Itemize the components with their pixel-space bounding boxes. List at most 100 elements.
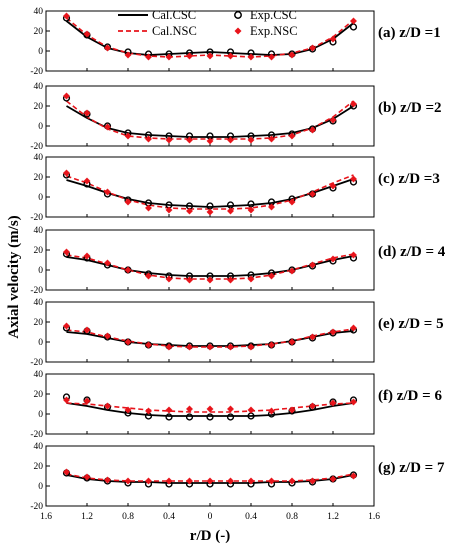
point-Exp.NSC — [124, 406, 132, 414]
point-Exp.NSC — [308, 402, 317, 410]
point-Exp.NSC — [226, 136, 235, 144]
series-line-Cal.CSC — [66, 105, 354, 138]
point-Exp.NSC — [329, 182, 337, 190]
y-tick-label: 20 — [34, 102, 44, 112]
point-Exp.NSC — [247, 343, 255, 351]
point-Exp.NSC — [226, 405, 235, 413]
x-tick-label: 1.2 — [327, 512, 339, 522]
point-Exp.NSC — [308, 477, 317, 485]
point-Exp.NSC — [103, 188, 112, 196]
point-Exp.NSC — [165, 206, 173, 214]
point-Exp.NSC — [124, 198, 132, 206]
point-Exp.NSC — [349, 251, 358, 259]
x-tick-label: 0.4 — [245, 512, 257, 522]
x-tick-label: 0.4 — [163, 512, 175, 522]
point-Exp.NSC — [185, 405, 194, 413]
point-Exp.NSC — [62, 92, 71, 100]
point-Exp.NSC — [165, 136, 173, 144]
point-Exp.NSC — [267, 341, 276, 349]
y-tick-label: -20 — [30, 358, 43, 368]
panel-2: -20 0 20 40 (b) z/D =2 — [30, 82, 441, 152]
point-Exp.NSC — [329, 475, 337, 483]
point-Exp.NSC — [329, 116, 337, 124]
point-Exp.NSC — [144, 477, 153, 485]
point-Exp.NSC — [62, 468, 71, 476]
legend-label: Cal.NSC — [152, 24, 197, 38]
point-Exp.NSC — [83, 109, 91, 117]
y-tick-label: 0 — [38, 122, 43, 132]
point-Exp.CSC — [185, 413, 194, 421]
point-Exp.NSC — [206, 477, 214, 485]
point-Exp.NSC — [247, 206, 255, 214]
point-Exp.NSC — [329, 35, 337, 43]
panel-label: (d) z/D = 4 — [378, 244, 446, 260]
panel-label: (g) z/D = 7 — [378, 460, 445, 476]
point-Exp.NSC — [349, 17, 358, 25]
point-Exp.NSC — [329, 399, 337, 407]
panel-label: (e) z/D = 5 — [378, 316, 444, 332]
y-tick-label: 40 — [34, 370, 44, 380]
y-tick-label: 0 — [38, 410, 43, 420]
legend-item-Exp.NSC: Exp.NSC — [234, 24, 298, 38]
point-Exp.NSC — [206, 137, 214, 145]
point-Exp.NSC — [308, 333, 317, 341]
x-tick-label: 0 — [208, 512, 213, 522]
x-tick-label: 0.8 — [122, 512, 134, 522]
legend-marker-swatch — [234, 11, 242, 19]
panel-frame — [45, 301, 375, 363]
point-Exp.NSC — [124, 477, 132, 485]
y-tick-label: 40 — [34, 298, 44, 308]
point-Exp.NSC — [267, 407, 276, 415]
panel-label: (c) z/D =3 — [378, 171, 440, 187]
panel-label: (a) z/D =1 — [378, 25, 441, 41]
y-tick-label: -20 — [30, 430, 43, 440]
y-tick-label: 40 — [34, 82, 44, 92]
legend-item-Exp.CSC: Exp.CSC — [234, 8, 297, 22]
point-Exp.NSC — [103, 259, 112, 267]
legend-item-Cal.CSC: Cal.CSC — [118, 8, 196, 22]
y-tick-label: 20 — [34, 173, 44, 183]
x-tick-label: 1.2 — [81, 512, 93, 522]
series-line-Cal.CSC — [66, 402, 354, 417]
legend-marker-swatch — [234, 27, 242, 35]
y-tick-label: 40 — [34, 442, 44, 452]
point-Exp.NSC — [62, 12, 71, 20]
point-Exp.NSC — [247, 406, 255, 414]
panel-7: -20 0 20 40 (g) z/D = 7 — [30, 442, 445, 512]
point-Exp.NSC — [103, 123, 112, 131]
point-Exp.NSC — [206, 208, 214, 216]
point-Exp.NSC — [267, 135, 276, 143]
point-Exp.NSC — [288, 198, 296, 206]
point-Exp.NSC — [144, 53, 153, 61]
point-Exp.NSC — [62, 248, 71, 256]
panel-5: -20 0 20 40 (e) z/D = 5 — [30, 298, 443, 368]
point-Exp.NSC — [144, 407, 153, 415]
legend: Cal.CSC Cal.NSC Exp.CSC Exp.NSC — [118, 8, 298, 38]
y-tick-label: 0 — [38, 338, 43, 348]
y-tick-label: -20 — [30, 142, 43, 152]
point-Exp.NSC — [226, 477, 235, 485]
point-Exp.NSC — [144, 341, 153, 349]
x-tick-label: 1.6 — [40, 512, 52, 522]
y-tick-label: -20 — [30, 502, 43, 512]
point-Exp.NSC — [83, 326, 91, 334]
point-Exp.CSC — [226, 413, 235, 421]
y-tick-label: -20 — [30, 67, 43, 77]
point-Exp.NSC — [83, 30, 91, 38]
panel-3: -20 0 20 40 (c) z/D =3 — [30, 153, 440, 223]
point-Exp.NSC — [165, 477, 173, 485]
panel-label: (b) z/D =2 — [378, 100, 442, 116]
point-Exp.NSC — [206, 276, 214, 284]
point-Exp.NSC — [288, 406, 296, 414]
point-Exp.NSC — [185, 52, 194, 60]
point-Exp.NSC — [83, 252, 91, 260]
point-Exp.NSC — [185, 207, 194, 215]
y-tick-label: 20 — [34, 462, 44, 472]
point-Exp.NSC — [103, 476, 112, 484]
point-Exp.NSC — [62, 396, 71, 404]
point-Exp.NSC — [349, 398, 358, 406]
point-Exp.NSC — [144, 272, 153, 280]
y-tick-label: 20 — [34, 390, 44, 400]
point-Exp.NSC — [165, 343, 173, 351]
y-tick-label: 40 — [34, 7, 44, 17]
